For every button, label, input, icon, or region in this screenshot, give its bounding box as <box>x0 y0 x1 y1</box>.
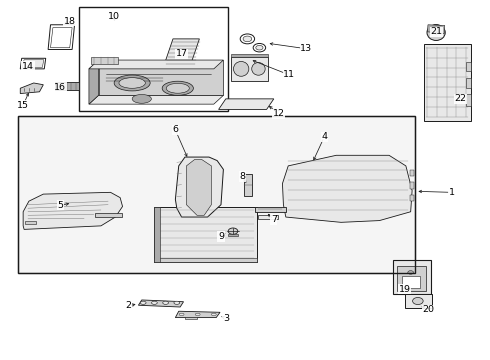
Text: 4: 4 <box>321 132 327 141</box>
Ellipse shape <box>166 83 189 93</box>
Polygon shape <box>89 95 223 104</box>
Text: 14: 14 <box>22 62 34 71</box>
Bar <box>397 266 425 291</box>
Polygon shape <box>219 99 274 109</box>
Polygon shape <box>98 60 223 95</box>
Ellipse shape <box>119 78 146 88</box>
Text: 2: 2 <box>126 301 132 310</box>
Bar <box>424 44 471 121</box>
Text: 6: 6 <box>172 125 178 134</box>
Ellipse shape <box>427 24 445 40</box>
Text: 17: 17 <box>175 49 188 58</box>
Text: 18: 18 <box>64 17 76 26</box>
Polygon shape <box>154 207 160 262</box>
Ellipse shape <box>252 63 265 75</box>
Polygon shape <box>427 25 445 33</box>
Text: 5: 5 <box>57 201 63 210</box>
Bar <box>258 215 278 219</box>
Polygon shape <box>163 39 199 67</box>
Text: 22: 22 <box>454 94 466 103</box>
Polygon shape <box>231 57 268 81</box>
Polygon shape <box>138 300 184 307</box>
Polygon shape <box>282 155 412 222</box>
Ellipse shape <box>413 297 423 305</box>
Bar <box>410 183 414 189</box>
Bar <box>466 78 471 88</box>
Text: 12: 12 <box>272 109 285 118</box>
Text: 21: 21 <box>430 27 442 36</box>
Bar <box>255 207 286 212</box>
Polygon shape <box>154 258 257 262</box>
Polygon shape <box>89 60 98 104</box>
Text: 11: 11 <box>283 70 295 79</box>
Ellipse shape <box>162 81 194 95</box>
Bar <box>244 174 252 196</box>
Text: 1: 1 <box>448 188 455 197</box>
Bar <box>18 117 416 274</box>
Ellipse shape <box>196 313 200 316</box>
Ellipse shape <box>256 45 263 50</box>
Text: 15: 15 <box>17 101 29 110</box>
Text: 13: 13 <box>300 44 313 53</box>
Bar <box>410 170 414 176</box>
Polygon shape <box>231 54 268 57</box>
Bar <box>55 82 79 90</box>
Ellipse shape <box>174 301 180 304</box>
Ellipse shape <box>151 301 157 304</box>
Bar <box>466 62 471 71</box>
Bar <box>228 234 238 237</box>
Polygon shape <box>186 159 211 215</box>
Polygon shape <box>185 316 197 319</box>
Text: 10: 10 <box>108 12 121 21</box>
Bar <box>79 7 228 111</box>
Ellipse shape <box>243 36 252 42</box>
Text: 7: 7 <box>271 215 277 224</box>
Bar <box>466 94 471 106</box>
Polygon shape <box>175 157 223 217</box>
Text: 19: 19 <box>398 285 411 294</box>
Polygon shape <box>175 311 220 318</box>
Ellipse shape <box>140 301 146 304</box>
Ellipse shape <box>233 62 249 76</box>
Ellipse shape <box>179 313 184 316</box>
Bar <box>410 195 414 201</box>
Text: 3: 3 <box>223 314 229 323</box>
Polygon shape <box>89 60 223 69</box>
Text: 16: 16 <box>54 83 66 92</box>
Bar <box>18 117 416 274</box>
Ellipse shape <box>132 94 151 103</box>
Ellipse shape <box>211 313 216 316</box>
Polygon shape <box>23 192 123 229</box>
Ellipse shape <box>114 75 150 91</box>
Bar <box>95 213 122 217</box>
Bar <box>91 57 118 64</box>
Text: 8: 8 <box>239 172 245 181</box>
Bar <box>393 260 431 294</box>
Bar <box>401 276 420 288</box>
Ellipse shape <box>163 301 169 304</box>
Polygon shape <box>22 60 44 67</box>
Bar <box>405 294 432 308</box>
Polygon shape <box>50 28 72 48</box>
Ellipse shape <box>228 228 238 234</box>
Ellipse shape <box>408 271 414 274</box>
Text: 9: 9 <box>218 232 224 241</box>
Polygon shape <box>20 83 43 94</box>
Bar <box>154 207 257 262</box>
Text: 20: 20 <box>422 305 435 314</box>
Polygon shape <box>25 221 36 224</box>
